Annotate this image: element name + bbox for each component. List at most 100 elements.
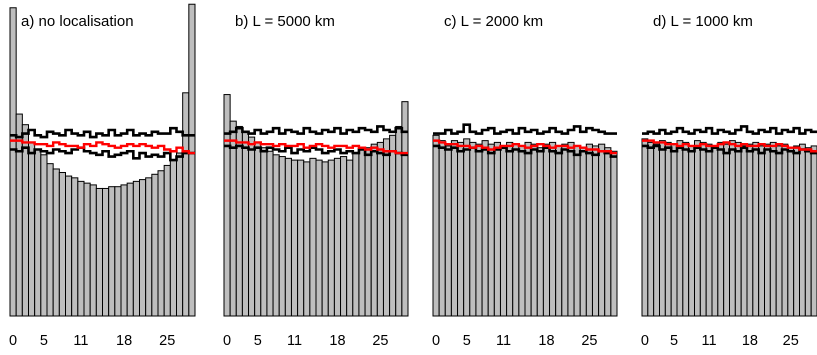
histogram-bar xyxy=(664,141,672,317)
panel-title: a) no localisation xyxy=(21,13,134,30)
histogram-bar xyxy=(688,145,695,317)
histogram-bar xyxy=(77,180,85,317)
plot-area xyxy=(9,3,196,317)
histogram-bar xyxy=(699,141,707,317)
histogram-bar xyxy=(524,141,532,317)
x-tick-label: 18 xyxy=(742,333,758,349)
histogram-bar xyxy=(804,147,812,317)
histogram-bar xyxy=(358,148,366,317)
histogram-bar xyxy=(579,147,587,317)
panel-c: c) L = 2000 km 0 5 11 18 25 xyxy=(432,13,618,349)
histogram-bar xyxy=(188,3,196,317)
histogram-bar xyxy=(120,184,128,317)
histogram-bar xyxy=(241,131,250,317)
x-tick-label: 18 xyxy=(116,333,132,349)
plot-area xyxy=(223,94,409,317)
histogram-bar xyxy=(278,156,286,317)
histogram-bar xyxy=(95,187,104,317)
histogram-bar xyxy=(463,138,471,317)
histogram-bar xyxy=(108,186,116,317)
histogram-bar xyxy=(444,145,452,317)
histogram-bar xyxy=(676,140,684,317)
x-tick-label: 25 xyxy=(159,333,175,349)
histogram-bar xyxy=(555,145,563,317)
histogram-bar xyxy=(810,145,817,317)
histogram-bar xyxy=(542,143,551,317)
histogram-bar xyxy=(758,145,765,317)
histogram-bar xyxy=(346,159,354,317)
x-tick-label: 5 xyxy=(254,333,262,349)
x-tick-label: 5 xyxy=(463,333,471,349)
envelope-upper-line xyxy=(433,123,617,135)
histogram-bar xyxy=(370,143,378,317)
histogram-bar xyxy=(52,168,60,317)
histogram-bar xyxy=(260,147,268,317)
histogram-bar xyxy=(46,163,54,317)
histogram-bar xyxy=(793,145,800,317)
histogram-bar xyxy=(114,186,122,317)
histogram-bar xyxy=(487,143,495,317)
histogram-bar xyxy=(284,157,292,317)
histogram-bar xyxy=(389,134,397,317)
histogram-bar xyxy=(333,157,342,317)
histogram-bar xyxy=(139,179,147,317)
envelope-lower-line xyxy=(433,144,617,158)
histogram-bar xyxy=(297,159,305,317)
x-tick-label: 5 xyxy=(40,333,48,349)
histogram-bar xyxy=(71,177,79,317)
histogram-bar xyxy=(752,141,760,317)
histogram-bar xyxy=(145,177,153,317)
histogram-bar xyxy=(746,143,754,317)
histogram-bar xyxy=(229,120,237,317)
histogram-bar xyxy=(670,143,678,317)
x-tick-label: 25 xyxy=(581,333,597,349)
histogram-bar xyxy=(457,141,465,317)
histogram-bar xyxy=(157,170,165,317)
x-tick-label: 11 xyxy=(73,333,88,349)
histogram-bar xyxy=(506,141,514,317)
histogram-bar xyxy=(340,156,348,317)
x-tick-label: 5 xyxy=(670,333,678,349)
histogram-bar xyxy=(647,141,655,317)
histogram-bar xyxy=(799,143,806,317)
x-tick-label: 0 xyxy=(641,333,649,349)
histogram-bar xyxy=(591,145,600,317)
panel-title: b) L = 5000 km xyxy=(235,13,335,30)
histogram-bar xyxy=(40,154,48,317)
histogram-bar xyxy=(481,140,489,317)
envelope-lower-line xyxy=(224,144,408,157)
histogram-bar xyxy=(163,164,171,317)
panel-a: a) no localisation 0 5 11 18 25 xyxy=(9,3,196,349)
control-line xyxy=(224,139,408,155)
control-line xyxy=(642,139,817,153)
x-tick-label: 0 xyxy=(9,333,17,349)
histogram-bar xyxy=(573,145,581,317)
histogram-bar xyxy=(717,141,725,317)
histogram-bar xyxy=(764,143,771,317)
control-line xyxy=(433,139,617,155)
histogram-bar xyxy=(9,7,17,317)
histogram-bar xyxy=(58,172,67,317)
histogram-bar xyxy=(248,136,256,317)
histogram-bar xyxy=(729,140,736,317)
histogram-bar xyxy=(28,141,36,317)
histogram-bar xyxy=(432,134,440,317)
histogram-bar xyxy=(151,173,159,317)
panel-title: c) L = 2000 km xyxy=(444,13,543,30)
panel-d: d) L = 1000 km 0 5 11 18 25 xyxy=(641,13,817,349)
plot-area xyxy=(641,125,817,317)
histogram-bar xyxy=(775,145,783,317)
x-tick-label: 11 xyxy=(287,333,302,349)
envelope-lower-line xyxy=(642,144,817,155)
histogram-bar xyxy=(376,141,384,317)
plot-area xyxy=(432,123,618,317)
histogram-bar xyxy=(641,138,649,317)
histogram-bar xyxy=(610,150,618,317)
histogram-bar xyxy=(475,143,483,317)
histogram-bar xyxy=(450,140,459,317)
x-tick-label: 18 xyxy=(329,333,345,349)
envelope-lower-line xyxy=(10,146,195,162)
histogram-bar xyxy=(549,141,557,317)
histogram-bar xyxy=(382,138,391,317)
